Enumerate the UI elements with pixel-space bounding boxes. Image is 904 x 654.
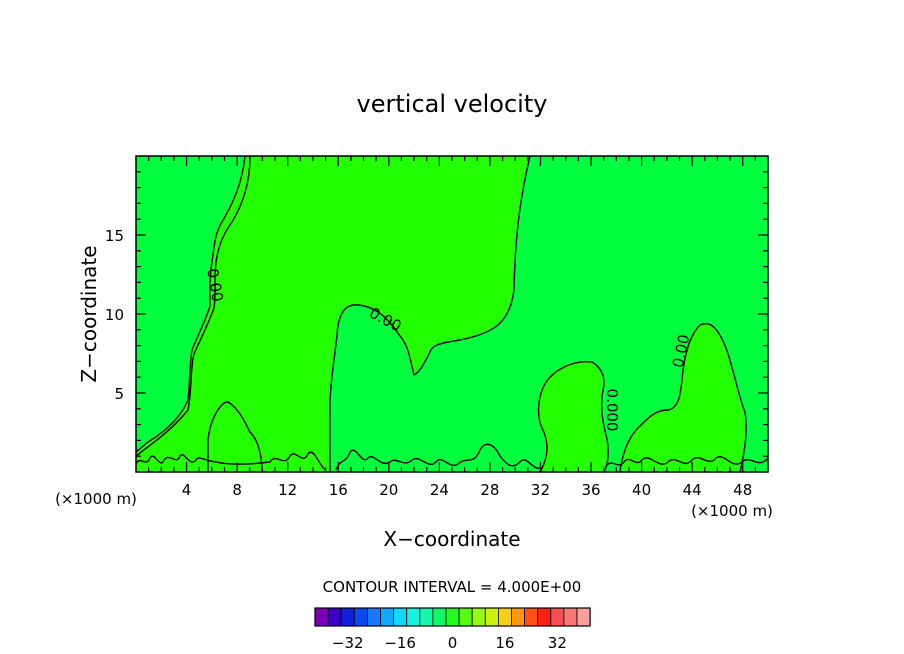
contour-line [605,456,768,467]
contour-region-positive [620,323,747,472]
colorbar-swatch [419,607,434,627]
colorbar-swatch [380,607,395,627]
colorbar-swatch [471,607,486,627]
colorbar: −32 −16 0 16 32 [314,607,591,652]
colorbar-swatch [537,607,552,627]
colorbar-tick-label: −32 [332,634,364,652]
x-tick-label: 16 [329,481,348,499]
contour-label: 0.00 [203,267,227,303]
contour-region [330,156,768,472]
y-tick-label: 10 [105,306,124,324]
x-tick-label: 32 [531,481,550,499]
contour-interval-text: CONTOUR INTERVAL = 4.000E+00 [323,578,582,596]
x-tick-label: 24 [430,481,449,499]
x-tick-label: 20 [379,481,398,499]
x-tick-label: 8 [232,481,242,499]
x-unit-label-right: (×1000 m) [691,502,773,520]
colorbar-swatch [393,607,408,627]
y-tick-label: 5 [114,385,124,403]
contour-line [329,156,531,472]
contour-region-positive [538,361,609,472]
y-tick-label: 15 [105,227,124,245]
colorbar-swatch [484,607,499,627]
colorbar-swatch [406,607,421,627]
colorbar-swatch [511,607,526,627]
colorbar-tick-label: 16 [495,634,514,652]
colorbar-swatch [497,607,512,627]
colorbar-tick-label: 0 [448,634,458,652]
colorbar-swatch [353,607,368,627]
x-tick-label: 48 [733,481,752,499]
x-tick-label: 44 [683,481,702,499]
contour-lines [136,156,768,472]
x-tick-label: 28 [480,481,499,499]
colorbar-tick-label: −16 [384,634,416,652]
colorbar-swatch [340,607,355,627]
colorbar-swatch [366,607,381,627]
colorbar-swatch [327,607,342,627]
contour-region-positive [208,402,262,472]
x-axis: 4 8 12 16 20 24 28 32 36 40 44 48 [148,156,756,499]
contour-line [335,443,541,471]
x-unit-label-left: (×1000 m) [55,490,137,508]
x-tick-label: 4 [182,481,192,499]
contour-label: 0.000 [603,389,621,432]
contour-line [207,401,263,472]
colorbar-swatch [445,607,460,627]
chart-title: vertical velocity [357,90,548,118]
y-axis: 5 10 15 [105,171,768,457]
x-tick-label: 36 [581,481,600,499]
colorbar-frame [314,607,591,627]
positive-blobs [208,323,747,472]
colorbar-swatch [458,607,473,627]
colorbar-swatch [524,607,539,627]
contour-line [619,322,747,472]
colorbar-swatch [576,607,591,627]
contour-line [136,156,251,457]
contour-line [136,156,246,453]
colorbar-swatch [432,607,447,627]
x-tick-label: 40 [632,481,651,499]
contour-line [136,451,327,471]
x-axis-title: X−coordinate [383,527,520,551]
colorbar-swatch [550,607,565,627]
colorbar-swatch [563,607,578,627]
colorbar-swatch [314,607,329,627]
colorbar-tick-label: 32 [548,634,567,652]
contour-line [537,361,609,472]
y-axis-title: Z−coordinate [77,245,101,382]
x-tick-label: 12 [278,481,297,499]
